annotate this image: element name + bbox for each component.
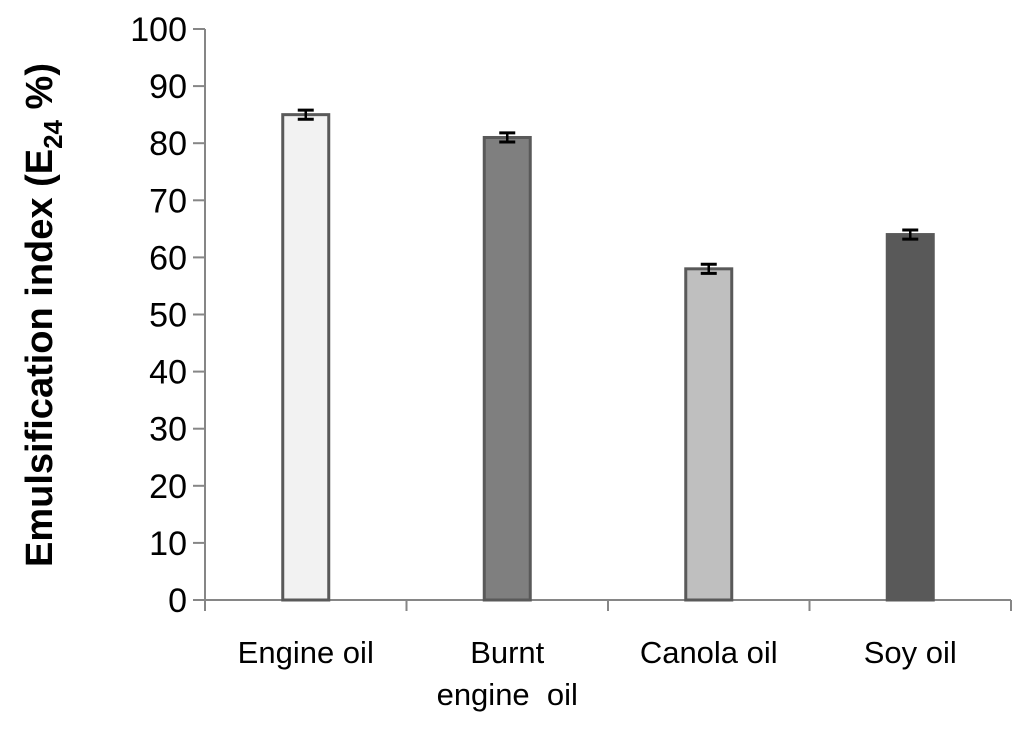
bar	[885, 233, 935, 602]
x-tick-label: Engine oil	[238, 635, 374, 670]
bar	[684, 267, 734, 602]
y-tick-label: 30	[149, 411, 187, 449]
y-tick-label: 100	[130, 11, 187, 49]
axes	[193, 28, 1012, 611]
labels: 0 10 20 30 40 50 60 70 80 90 100 Engine oil Burnt eng…	[130, 11, 957, 712]
y-axis-label-main: Emulsification index (E	[19, 149, 61, 567]
x-tick-label: Canola oil	[640, 635, 778, 670]
y-tick-label: 70	[149, 182, 187, 220]
y-tick-label: 10	[149, 525, 187, 563]
y-tick-label: 50	[149, 297, 187, 335]
y-tick-label: 20	[149, 468, 187, 506]
y-tick-label: 60	[149, 239, 187, 277]
bar	[482, 135, 532, 602]
y-tick-label: 40	[149, 354, 187, 392]
y-tick-label: 0	[168, 582, 187, 620]
y-axis-label-subscript: 24	[38, 119, 68, 148]
y-tick-label: 90	[149, 68, 187, 106]
y-tick-label: 80	[149, 125, 187, 163]
y-axis-label-unit: %)	[19, 63, 61, 120]
x-tick-label: Soy oil	[864, 635, 957, 670]
y-axis-label: Emulsification index (E24 %)	[19, 63, 68, 567]
bars	[281, 108, 935, 602]
bar	[281, 113, 331, 602]
x-tick-label: Burnt engine oil	[437, 635, 578, 712]
